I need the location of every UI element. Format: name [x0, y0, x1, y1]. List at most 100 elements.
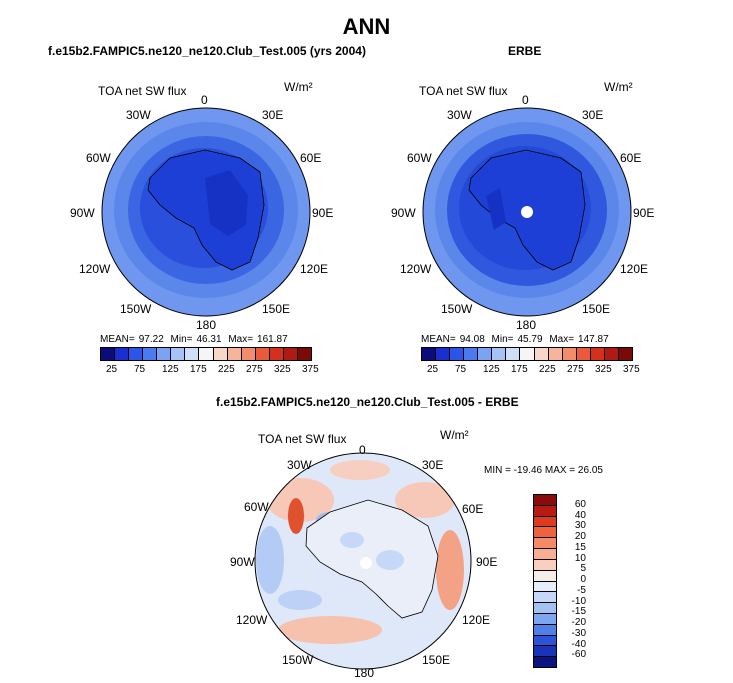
diff-colorbar — [533, 494, 557, 668]
diff-colorbar-tick-label: -30 — [571, 627, 586, 639]
left-colorbar-swatch — [115, 348, 130, 360]
left-colorbar-swatch — [171, 348, 186, 360]
right-lon-180: 180 — [516, 318, 537, 332]
right-max-label: Max= — [549, 334, 575, 345]
diff-colorbar-swatch — [534, 495, 556, 506]
diff-variable-label: TOA net SW flux — [258, 432, 347, 446]
left-lon-30w: 30W — [126, 108, 151, 122]
diff-colorbar-swatch — [534, 603, 556, 614]
left-colorbar-swatch — [157, 348, 172, 360]
right-stats: MEAN= 94.08 Min= 45.79 Max= 147.87 — [421, 334, 613, 345]
diff-lon-150w: 150W — [282, 653, 314, 667]
right-colorbar-tick-label: 75 — [455, 364, 467, 375]
right-lon-120w: 120W — [400, 262, 432, 276]
right-colorbar-swatch — [450, 348, 465, 360]
diff-colorbar-swatch — [534, 549, 556, 560]
diff-lon-60w: 60W — [244, 500, 269, 514]
right-lon-90w: 90W — [391, 206, 416, 220]
right-colorbar-swatch — [422, 348, 437, 360]
right-colorbar-tick-label: 175 — [511, 364, 528, 375]
left-panel-title: f.e15b2.FAMPIC5.ne120_ne120.Club_Test.00… — [48, 44, 366, 58]
left-colorbar-swatch — [101, 348, 116, 360]
diff-colorbar-swatch — [534, 646, 556, 658]
diff-colorbar-tick-label: 10 — [574, 552, 586, 564]
right-colorbar-tick-label: 375 — [623, 364, 640, 375]
left-lon-90w: 90W — [70, 206, 95, 220]
left-stats: MEAN= 97.22 Min= 46.31 Max= 161.87 — [100, 334, 292, 345]
left-colorbar-swatch — [269, 348, 284, 360]
right-colorbar-swatch — [436, 348, 451, 360]
diff-colorbar-swatch — [534, 613, 556, 625]
diff-colorbar-swatch — [534, 527, 556, 539]
right-colorbar-swatch — [562, 348, 577, 360]
left-units-label: W/m² — [284, 80, 313, 94]
diff-lon-30w: 30W — [287, 458, 312, 472]
right-mean-value: 94.08 — [459, 334, 485, 345]
right-max-value: 147.87 — [578, 334, 609, 345]
diff-colorbar-swatch — [534, 505, 556, 517]
right-colorbar-swatch — [576, 348, 591, 360]
right-colorbar-tick-label: 275 — [567, 364, 584, 375]
right-lon-30w: 30W — [447, 108, 472, 122]
right-min-value: 45.79 — [517, 334, 543, 345]
diff-colorbar-tick-label: 30 — [574, 520, 586, 532]
right-lon-90e: 90E — [633, 206, 655, 220]
left-colorbar-swatch — [283, 348, 298, 360]
right-variable-label: TOA net SW flux — [419, 84, 508, 98]
diff-colorbar-swatch — [534, 624, 556, 636]
diff-lon-180: 180 — [354, 666, 375, 680]
diff-colorbar-swatch — [534, 581, 556, 593]
right-colorbar-labels: 25 75 125 175 225 275 325 375 — [421, 364, 640, 376]
right-colorbar-swatch — [492, 348, 507, 360]
diff-colorbar-tick-label: -20 — [571, 617, 586, 628]
left-colorbar-tick-label: 125 — [162, 364, 179, 375]
diff-colorbar-swatch — [534, 635, 556, 647]
left-colorbar-tick-label: 75 — [134, 364, 146, 375]
left-min-value: 46.31 — [196, 334, 222, 345]
left-lon-60e: 60E — [300, 151, 322, 165]
left-colorbar — [100, 347, 312, 361]
right-mean-label: MEAN= — [421, 334, 456, 345]
left-mean-label: MEAN= — [100, 334, 135, 345]
diff-colorbar-tick-label: -60 — [571, 649, 586, 661]
right-colorbar-tick-label: 225 — [539, 364, 556, 375]
diff-colorbar-tick-label: -10 — [571, 595, 586, 607]
left-colorbar-swatch — [143, 348, 158, 360]
left-max-label: Max= — [228, 334, 254, 345]
right-lon-30e: 30E — [582, 108, 604, 122]
diff-lon-90e: 90E — [476, 555, 498, 569]
right-colorbar-swatch — [590, 348, 605, 360]
left-colorbar-swatch — [227, 348, 242, 360]
right-colorbar-tick-label: 125 — [483, 364, 500, 375]
diff-lon-120e: 120E — [462, 613, 491, 627]
diff-panel-title: f.e15b2.FAMPIC5.ne120_ne120.Club_Test.00… — [216, 395, 519, 409]
left-lon-180: 180 — [196, 318, 217, 332]
diff-colorbar-swatch — [534, 657, 556, 667]
diff-colorbar-tick-label: -15 — [571, 606, 586, 618]
diff-colorbar-swatch — [534, 516, 556, 528]
right-lon-0: 0 — [522, 93, 529, 107]
diff-lon-30e: 30E — [422, 458, 444, 472]
left-variable-label: TOA net SW flux — [98, 84, 187, 98]
diff-colorbar-tick-label: 0 — [580, 574, 586, 585]
left-colorbar-tick-label: 325 — [274, 364, 291, 375]
right-colorbar-swatch — [604, 348, 619, 360]
right-min-label: Min= — [491, 334, 514, 345]
left-colorbar-tick-label: 25 — [106, 364, 118, 375]
right-lon-150e: 150E — [582, 302, 611, 316]
left-lon-60w: 60W — [86, 151, 111, 165]
right-lon-60e: 60E — [620, 151, 642, 165]
right-colorbar-swatch — [548, 348, 563, 360]
diff-colorbar-tick-label: 20 — [574, 531, 586, 542]
left-colorbar-swatch — [255, 348, 270, 360]
left-colorbar-swatch — [297, 348, 311, 360]
left-colorbar-swatch — [241, 348, 256, 360]
left-colorbar-swatch — [199, 348, 214, 360]
diff-colorbar-tick-label: -40 — [571, 638, 586, 650]
right-units-label: W/m² — [604, 80, 633, 94]
diff-lon-90w: 90W — [230, 555, 255, 569]
diff-colorbar-tick-label: -5 — [577, 584, 586, 596]
diff-colorbar-tick-label: 40 — [574, 509, 586, 521]
right-colorbar-swatch — [478, 348, 493, 360]
left-colorbar-labels: 25 75 125 175 225 275 325 375 — [100, 364, 319, 376]
